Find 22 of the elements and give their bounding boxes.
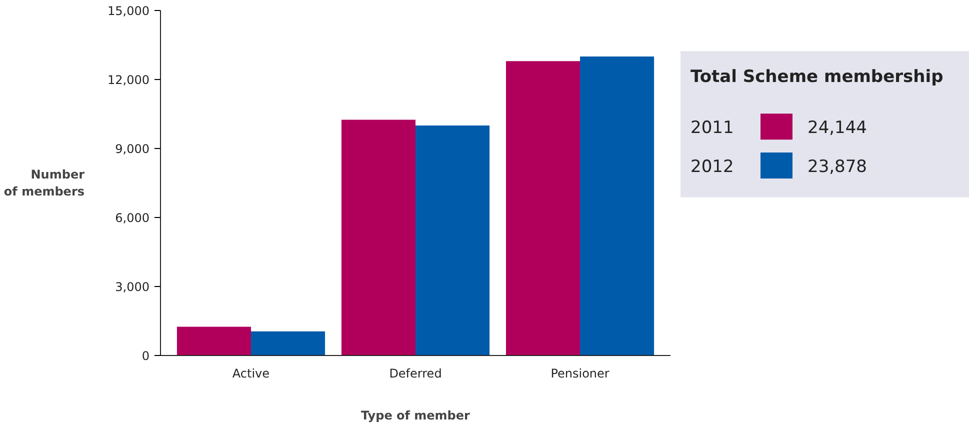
- bar: [506, 61, 580, 356]
- x-tick-label: Pensioner: [550, 366, 610, 380]
- text: 24,144: [808, 118, 867, 138]
- text: 23,878: [808, 157, 867, 178]
- y-tick-label: 3,000: [115, 280, 150, 294]
- x-tick-label: Deferred: [389, 366, 442, 380]
- bar: [176, 326, 251, 356]
- x-tick-label: Active: [232, 366, 270, 380]
- y-axis-title: Number of members: [4, 168, 85, 198]
- bar: [580, 56, 654, 356]
- y-tick-label: 12,000: [108, 73, 150, 87]
- y-tick-label: 6,000: [115, 211, 150, 225]
- x-axis-title: Type of member: [361, 408, 470, 422]
- legend-label: 2011: [690, 118, 734, 138]
- legend-label: 2012: [690, 157, 734, 178]
- y-tick-label: 9,000: [115, 142, 150, 156]
- bar: [416, 126, 490, 356]
- legend-title: Total Scheme membership: [690, 67, 944, 88]
- y-tick-label: 0: [142, 349, 150, 363]
- y-tick-label: 15,000: [108, 4, 150, 18]
- bar: [341, 120, 416, 356]
- bar: [250, 331, 326, 356]
